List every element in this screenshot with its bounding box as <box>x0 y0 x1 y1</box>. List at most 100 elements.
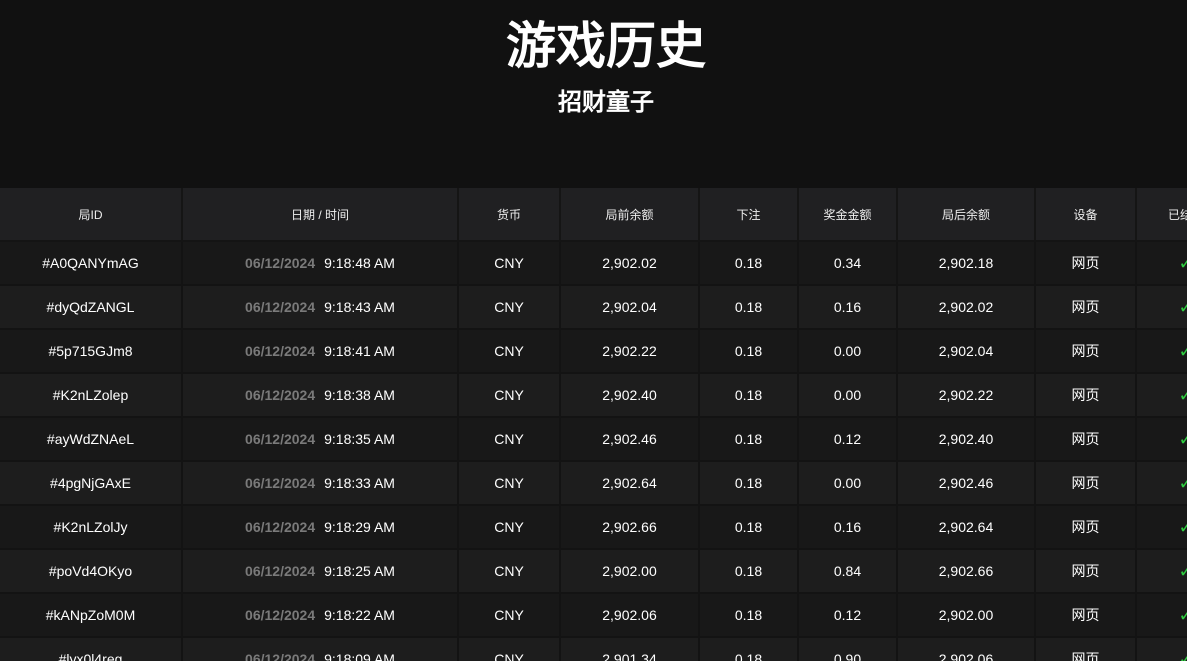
cell-bet: 0.18 <box>699 505 799 550</box>
cell-device: 网页 <box>1035 329 1137 374</box>
date: 06/12/2024 <box>245 607 316 623</box>
cell-finished: ✓ <box>1136 461 1187 506</box>
cell-after: 2,902.04 <box>897 329 1036 374</box>
cell-win: 0.12 <box>798 593 898 638</box>
cell-datetime: 06/12/2024 9:18:35 AM <box>182 417 459 462</box>
cell-win: 0.90 <box>798 637 898 661</box>
cell-win: 0.00 <box>798 461 898 506</box>
cell-id: #dyQdZANGL <box>0 285 183 330</box>
check-icon: ✓ <box>1178 428 1187 449</box>
cell-bet: 0.18 <box>699 373 799 418</box>
cell-currency: CNY <box>458 373 561 418</box>
table-row[interactable]: #kANpZoM0M 06/12/2024 9:18:22 AM CNY 2,902.0… <box>0 593 1187 638</box>
cell-id: #ayWdZNAeL <box>0 417 183 462</box>
cell-win: 0.12 <box>798 417 898 462</box>
column-header: 局前余额 <box>560 188 700 242</box>
cell-before: 2,902.40 <box>560 373 700 418</box>
table-row[interactable]: #K2nLZolep 06/12/2024 9:18:38 AM CNY 2,902.4… <box>0 373 1187 418</box>
date: 06/12/2024 <box>245 519 316 535</box>
cell-win: 0.34 <box>798 241 898 286</box>
date: 06/12/2024 <box>245 431 316 447</box>
cell-bet: 0.18 <box>699 285 799 330</box>
cell-bet: 0.18 <box>699 637 799 661</box>
cell-id: #5p715GJm8 <box>0 329 183 374</box>
cell-currency: CNY <box>458 285 561 330</box>
cell-finished: ✓ <box>1136 417 1187 462</box>
cell-currency: CNY <box>458 505 561 550</box>
time: 9:18:09 AM <box>324 651 395 661</box>
cell-id: #kANpZoM0M <box>0 593 183 638</box>
column-header: 日期 / 时间 <box>182 188 459 242</box>
cell-before: 2,902.00 <box>560 549 700 594</box>
cell-after: 2,902.00 <box>897 593 1036 638</box>
cell-datetime: 06/12/2024 9:18:25 AM <box>182 549 459 594</box>
cell-before: 2,902.64 <box>560 461 700 506</box>
cell-id: #lyx0l4reg <box>0 637 183 661</box>
cell-after: 2,902.06 <box>897 637 1036 661</box>
cell-device: 网页 <box>1035 505 1137 550</box>
cell-before: 2,902.46 <box>560 417 700 462</box>
cell-datetime: 06/12/2024 9:18:22 AM <box>182 593 459 638</box>
cell-bet: 0.18 <box>699 593 799 638</box>
table-row[interactable]: #poVd4OKyo 06/12/2024 9:18:25 AM CNY 2,902.0… <box>0 549 1187 594</box>
time: 9:18:35 AM <box>324 431 395 447</box>
cell-bet: 0.18 <box>699 417 799 462</box>
time: 9:18:25 AM <box>324 563 395 579</box>
date: 06/12/2024 <box>245 343 316 359</box>
time: 9:18:41 AM <box>324 343 395 359</box>
date: 06/12/2024 <box>245 563 316 579</box>
time: 9:18:43 AM <box>324 299 395 315</box>
cell-id: #K2nLZolJy <box>0 505 183 550</box>
check-icon: ✓ <box>1178 252 1187 273</box>
cell-currency: CNY <box>458 417 561 462</box>
cell-datetime: 06/12/2024 9:18:33 AM <box>182 461 459 506</box>
date: 06/12/2024 <box>245 387 316 403</box>
cell-after: 2,902.22 <box>897 373 1036 418</box>
date: 06/12/2024 <box>245 475 316 491</box>
page-title: 游戏历史 <box>506 18 706 74</box>
cell-before: 2,901.34 <box>560 637 700 661</box>
check-icon: ✓ <box>1178 604 1187 625</box>
page-header: 游戏历史 招财童子 <box>0 0 1187 188</box>
cell-before: 2,902.22 <box>560 329 700 374</box>
column-header: 货币 <box>458 188 561 242</box>
column-header: 局ID <box>0 188 183 242</box>
table-row[interactable]: #4pgNjGAxE 06/12/2024 9:18:33 AM CNY 2,902.6… <box>0 461 1187 506</box>
cell-win: 0.00 <box>798 329 898 374</box>
table-row[interactable]: #K2nLZolJy 06/12/2024 9:18:29 AM CNY 2,902.6… <box>0 505 1187 550</box>
table-row[interactable]: #5p715GJm8 06/12/2024 9:18:41 AM CNY 2,902.2… <box>0 329 1187 374</box>
check-icon: ✓ <box>1178 340 1187 361</box>
cell-datetime: 06/12/2024 9:18:38 AM <box>182 373 459 418</box>
cell-finished: ✓ <box>1136 373 1187 418</box>
time: 9:18:48 AM <box>324 255 395 271</box>
cell-currency: CNY <box>458 593 561 638</box>
cell-after: 2,902.02 <box>897 285 1036 330</box>
table-row[interactable]: #ayWdZNAeL 06/12/2024 9:18:35 AM CNY 2,902.4… <box>0 417 1187 462</box>
cell-datetime: 06/12/2024 9:18:48 AM <box>182 241 459 286</box>
cell-finished: ✓ <box>1136 285 1187 330</box>
cell-currency: CNY <box>458 241 561 286</box>
table-row[interactable]: #lyx0l4reg 06/12/2024 9:18:09 AM CNY 2,901.3… <box>0 637 1187 661</box>
cell-after: 2,902.18 <box>897 241 1036 286</box>
cell-currency: CNY <box>458 329 561 374</box>
table-row[interactable]: #A0QANYmAG 06/12/2024 9:18:48 AM CNY 2,902.0… <box>0 241 1187 286</box>
cell-bet: 0.18 <box>699 461 799 506</box>
table-row[interactable]: #dyQdZANGL 06/12/2024 9:18:43 AM CNY 2,902.0… <box>0 285 1187 330</box>
cell-device: 网页 <box>1035 285 1137 330</box>
cell-device: 网页 <box>1035 549 1137 594</box>
cell-device: 网页 <box>1035 373 1137 418</box>
cell-id: #poVd4OKyo <box>0 549 183 594</box>
cell-win: 0.84 <box>798 549 898 594</box>
cell-id: #K2nLZolep <box>0 373 183 418</box>
cell-finished: ✓ <box>1136 241 1187 286</box>
cell-currency: CNY <box>458 637 561 661</box>
time: 9:18:22 AM <box>324 607 395 623</box>
cell-before: 2,902.02 <box>560 241 700 286</box>
time: 9:18:33 AM <box>324 475 395 491</box>
column-header: 已结束 <box>1136 188 1187 242</box>
game-name: 招财童子 <box>558 89 654 116</box>
cell-finished: ✓ <box>1136 505 1187 550</box>
cell-after: 2,902.64 <box>897 505 1036 550</box>
cell-after: 2,902.66 <box>897 549 1036 594</box>
